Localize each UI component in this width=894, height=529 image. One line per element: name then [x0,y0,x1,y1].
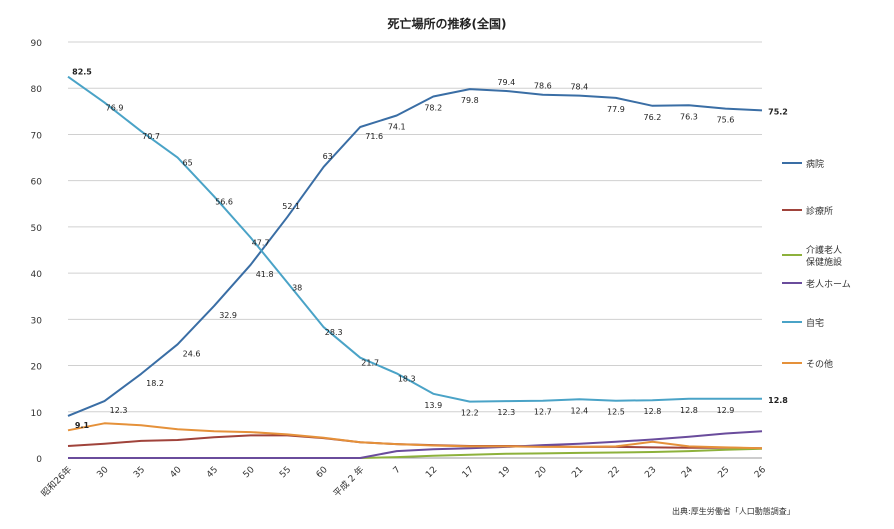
y-tick-label: 40 [31,270,43,280]
x-tick-label: 7 [392,465,403,476]
series-line-病院 [67,88,763,417]
data-label: 12.8 [768,396,788,405]
legend-label: 病院 [806,158,824,170]
data-label: 18.3 [398,374,416,383]
x-tick-label: 17 [461,465,476,480]
series-line-自宅 [67,75,762,403]
data-label: 76.9 [106,104,124,113]
series-line-その他 [67,422,763,450]
data-label: 47.7 [252,239,270,248]
data-label: 12.7 [534,408,552,417]
y-tick-label: 10 [31,409,43,419]
data-label: 76.2 [644,113,662,122]
data-label: 41.8 [256,270,274,279]
data-label: 12.8 [680,406,698,415]
y-tick-label: 80 [31,85,43,95]
data-label: 24.6 [183,349,201,358]
x-tick-label: 24 [680,465,695,480]
x-tick-label: 45 [205,465,220,480]
x-tick-label: 19 [497,465,512,480]
data-label: 76.3 [680,112,698,121]
data-label: 12.9 [717,406,735,415]
legend-label: 老人ホーム [806,278,851,290]
data-label: 79.4 [497,78,515,87]
data-label: 78.4 [570,83,588,92]
data-label: 71.6 [365,132,383,141]
data-label: 78.2 [424,104,442,113]
data-label: 82.5 [72,68,92,77]
data-label: 78.6 [534,82,552,91]
y-tick-label: 20 [31,363,43,373]
x-tick-label: 12 [424,465,439,480]
data-label: 38 [292,283,302,292]
data-label: 74.1 [388,122,406,131]
data-label: 63 [323,152,333,161]
x-tick-label: 平成 2 年 [331,464,367,500]
x-tick-label: 25 [716,465,731,480]
data-label: 79.8 [461,96,479,105]
x-tick-label: 40 [169,465,184,480]
data-label: 12.8 [644,407,662,416]
y-tick-label: 70 [31,131,43,141]
data-label: 12.5 [607,408,625,417]
x-tick-label: 21 [570,465,585,480]
data-label: 18.2 [146,379,164,388]
y-tick-label: 90 [31,39,43,49]
x-tick-label: 30 [95,465,110,480]
data-label: 75.6 [717,116,735,125]
legend-label: 介護老人 [806,244,842,256]
x-tick-label: 22 [607,465,622,480]
legend-label: 保健施設 [806,256,842,268]
data-label: 21.7 [361,359,379,368]
data-label: 52.1 [282,202,300,211]
x-tick-label: 昭和26年 [38,464,74,500]
data-label: 12.3 [497,408,515,417]
legend-label: その他 [806,358,833,370]
data-label: 77.9 [607,105,625,114]
x-tick-label: 35 [132,465,147,480]
data-label: 70.7 [142,132,160,141]
y-tick-label: 50 [31,224,43,234]
x-tick-label: 26 [753,465,768,480]
data-label: 28.3 [325,328,343,337]
data-label: 12.2 [461,409,479,418]
data-label: 13.9 [424,401,442,410]
x-tick-label: 60 [315,465,330,480]
source-note: 出典:厚生労働省「人口動態調査」 [672,507,795,516]
data-label: 75.2 [768,107,788,116]
legend-label: 自宅 [806,317,824,329]
x-tick-label: 23 [643,465,658,480]
data-label: 56.6 [215,197,233,206]
data-label: 9.1 [75,421,90,430]
data-label: 12.3 [110,406,128,415]
y-tick-label: 30 [31,316,43,326]
y-tick-label: 60 [31,178,43,188]
data-label: 12.4 [570,406,588,415]
chart-title: 死亡場所の推移(全国) [388,16,507,31]
y-tick-label: 0 [36,455,42,465]
data-label: 65 [182,159,192,168]
x-tick-label: 55 [278,465,293,480]
x-tick-label: 20 [534,465,549,480]
x-tick-label: 50 [242,465,257,480]
series-line-老人ホーム [68,430,763,459]
data-label: 32.9 [219,311,237,320]
legend-label: 診療所 [806,205,833,217]
